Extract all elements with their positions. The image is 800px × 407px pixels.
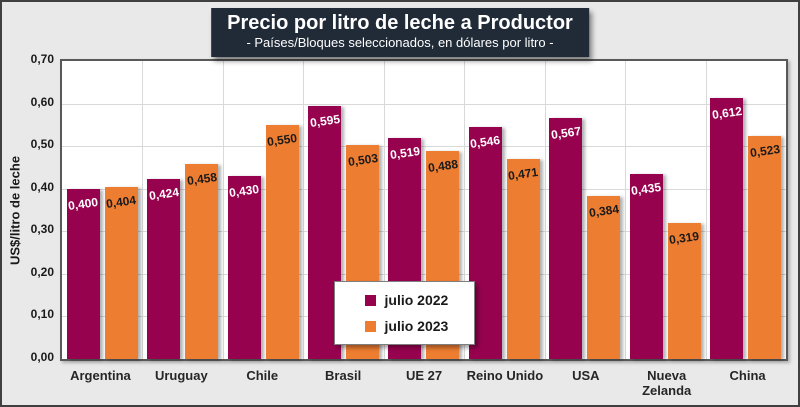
- x-axis-label-reino-unido: Reino Unido: [466, 368, 544, 383]
- bar-value-label: 0,523: [748, 142, 781, 161]
- bar-group-uruguay: 0,424 0,458: [142, 61, 222, 359]
- bar-value-label: 0,400: [67, 194, 100, 213]
- bar-value-label: 0,550: [266, 130, 298, 149]
- bar-julio-2023-usa: 0,384: [587, 195, 621, 359]
- bar-julio-2022-chile: 0,430: [227, 175, 261, 359]
- bar-julio-2023-chile: 0,550: [265, 124, 299, 359]
- bar-group-reino-unido: 0,546 0,471: [464, 61, 544, 359]
- bar-julio-2022-china: 0,612: [710, 98, 744, 359]
- bar-group-argentina: 0,400 0,404: [62, 61, 142, 359]
- bar-value-label: 0,567: [550, 123, 582, 142]
- bar-value-label: 0,424: [147, 184, 180, 203]
- y-tick-label: 0,20: [30, 264, 54, 279]
- bar-julio-2023-china: 0,523: [748, 136, 782, 359]
- bar-julio-2022-usa: 0,567: [549, 117, 583, 359]
- x-axis-label-chile: Chile: [246, 368, 279, 383]
- y-tick-label: 0,40: [30, 179, 54, 194]
- bar-group-usa: 0,567 0,384: [545, 61, 625, 359]
- gridline-horizontal: [62, 103, 786, 105]
- bar-group-nueva-zelanda: 0,435 0,319: [625, 61, 705, 359]
- gridline-vertical: [222, 61, 224, 359]
- bar-value-label: 0,546: [469, 132, 502, 151]
- y-tick-label: 0,70: [30, 52, 54, 66]
- legend-item-julio-2022: julio 2022: [364, 292, 449, 308]
- bar-julio-2023-nueva-zelanda: 0,319: [667, 223, 701, 359]
- bar-value-label: 0,519: [389, 144, 421, 163]
- y-tick-label: 0,50: [30, 137, 54, 152]
- chart-title: Precio por litro de leche a Productor: [227, 12, 573, 34]
- bar-julio-2022-nueva-zelanda: 0,435: [629, 173, 663, 359]
- bar-value-label: 0,595: [308, 111, 341, 130]
- bar-value-label: 0,503: [346, 150, 379, 169]
- legend-label-julio-2022: julio 2022: [384, 292, 449, 308]
- y-tick-label: 0,00: [30, 350, 54, 364]
- legend-label-julio-2023: julio 2023: [384, 318, 449, 334]
- y-tick-label: 0,60: [30, 94, 54, 109]
- plot-area: 0,400 0,404 0,424 0,458 0,430 0,550 0,595 0,503…: [60, 59, 788, 361]
- x-axis-label-china: China: [729, 368, 766, 383]
- bar-julio-2022-uruguay: 0,424: [147, 178, 181, 359]
- bar-value-label: 0,458: [185, 170, 218, 189]
- legend-swatch-julio-2023: [364, 320, 376, 332]
- gridline-horizontal: [62, 146, 786, 148]
- bar-group-chile: 0,430 0,550: [223, 61, 303, 359]
- y-axis-tick-labels: 0,70 0,60 0,50 0,40 0,30 0,20 0,10 0,00: [2, 52, 54, 364]
- legend-swatch-julio-2022: [364, 294, 376, 306]
- x-axis-label-ue-27: UE 27: [405, 368, 443, 383]
- bar-groups: 0,400 0,404 0,424 0,458 0,430 0,550 0,595 0,503…: [62, 61, 786, 359]
- bar-value-label: 0,384: [588, 201, 620, 220]
- bar-group-china: 0,612 0,523: [706, 61, 786, 359]
- x-axis-label-uruguay: Uruguay: [154, 368, 208, 383]
- bar-julio-2023-uruguay: 0,458: [185, 164, 219, 359]
- legend: julio 2022 julio 2023: [333, 281, 476, 345]
- chart-title-box: Precio por litro de leche a Productor - …: [211, 8, 589, 58]
- bar-value-label: 0,319: [668, 229, 701, 248]
- gridline-vertical: [383, 61, 385, 359]
- bar-value-label: 0,430: [228, 181, 260, 200]
- chart-subtitle: - Países/Bloques seleccionados, en dólar…: [246, 35, 554, 50]
- bar-julio-2023-reino-unido: 0,471: [506, 158, 540, 359]
- bar-value-label: 0,471: [507, 164, 540, 183]
- y-tick-label: 0,10: [30, 307, 54, 322]
- x-axis-label-argentina: Argentina: [70, 368, 131, 383]
- gridline-vertical: [464, 61, 466, 359]
- x-axis-labels: Argentina Uruguay Chile Brasil UE 27 Reino Un…: [60, 368, 788, 398]
- bar-julio-2022-argentina: 0,400: [66, 188, 100, 359]
- x-axis-label-brasil: Brasil: [325, 368, 362, 383]
- bar-julio-2023-argentina: 0,404: [104, 187, 138, 359]
- bar-value-label: 0,488: [427, 157, 459, 176]
- gridline-horizontal: [62, 231, 786, 233]
- gridline-vertical: [705, 61, 707, 359]
- y-tick-label: 0,30: [30, 222, 54, 237]
- gridline-horizontal: [62, 273, 786, 275]
- gridline-vertical: [625, 61, 627, 359]
- legend-item-julio-2023: julio 2023: [364, 318, 449, 334]
- gridline-horizontal: [62, 188, 786, 190]
- gridline-vertical: [303, 61, 305, 359]
- gridline-vertical: [142, 61, 144, 359]
- bar-value-label: 0,404: [105, 192, 138, 212]
- x-axis-label-usa: USA: [572, 368, 600, 383]
- bar-value-label: 0,612: [710, 104, 743, 123]
- bar-value-label: 0,435: [630, 179, 663, 198]
- x-axis-label-nueva-zelanda: Nueva Zelanda: [642, 368, 692, 398]
- gridline-vertical: [544, 61, 546, 359]
